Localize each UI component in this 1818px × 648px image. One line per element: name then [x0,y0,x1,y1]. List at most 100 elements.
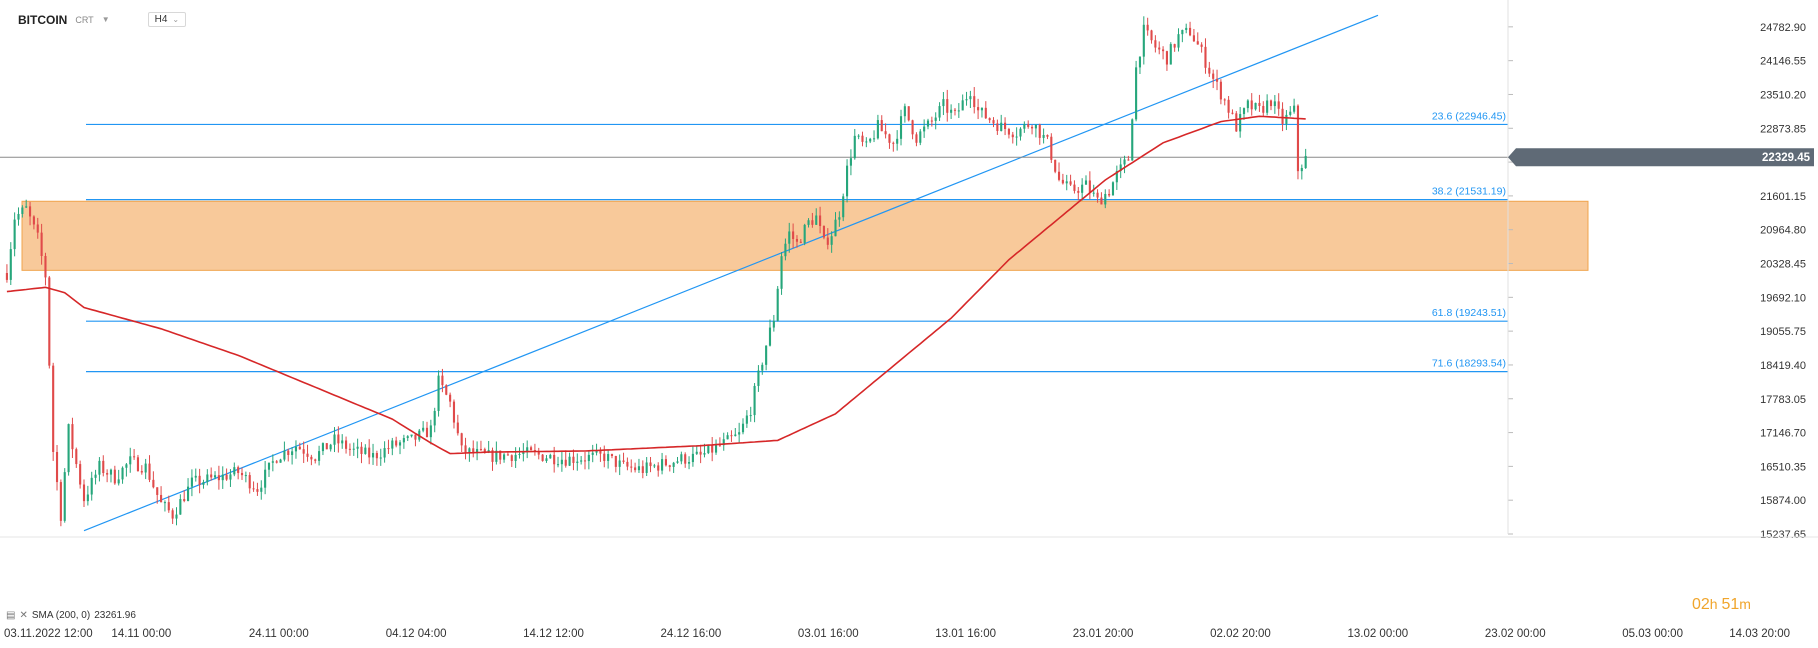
candle-body [553,454,556,465]
fib-label: 38.2 (21531.19) [1432,186,1506,198]
candle-body [1262,105,1265,113]
candle-body [1289,111,1292,115]
candle-body [59,482,62,521]
candle-body [714,444,718,453]
candle-body [1092,192,1095,194]
candle-body [217,475,220,481]
candle-body [1038,124,1041,138]
candle-body [830,236,833,245]
candle-body [661,459,664,471]
candle-body [599,450,602,454]
x-tick-label: 24.12 16:00 [661,628,722,640]
candle-body [86,494,89,502]
candle-body [175,514,178,519]
candle-body [429,425,432,438]
candle-body [1154,40,1157,48]
candle-body [903,106,906,117]
candle-body [248,475,251,489]
candle-body [1212,73,1215,79]
candle-body [410,434,413,437]
candle-body [668,465,671,467]
candle-body [483,449,486,453]
candle-body [938,106,941,118]
candle-body [1046,134,1049,137]
y-tick-label: 15237.65 [1760,529,1806,541]
candle-body [1104,193,1107,205]
countdown-minutes: 51 [1721,596,1740,613]
candle-body [595,450,598,453]
y-tick-label: 24146.55 [1760,56,1806,68]
candle-body [1084,180,1088,185]
candle-body [811,220,814,225]
candle-body [383,448,386,458]
candle-body [892,142,895,144]
candle-body [1196,41,1199,45]
candle-body [819,215,822,227]
candle-body [526,447,529,453]
timeframe-select[interactable]: H4 ⌄ [147,12,187,27]
settings-icon[interactable]: ▤ [6,610,16,621]
candle-body [950,109,953,113]
candle-body [52,365,55,452]
candle-body [414,434,417,440]
candle-body [1081,184,1084,193]
y-tick-label: 17146.70 [1760,428,1806,440]
candle-body [977,107,980,111]
candle-body [780,256,783,289]
candle-body [1258,102,1261,106]
candle-body [1231,112,1234,114]
y-tick-label: 20964.80 [1760,225,1806,237]
candle-body [506,454,509,456]
trendline[interactable] [83,14,1379,532]
candle-body [768,327,772,346]
candle-body [117,479,120,484]
candle-body [391,440,394,449]
countdown-minutes-unit: m [1739,596,1751,612]
candle-body [876,120,879,139]
candle-body [198,475,201,485]
candle-body [784,243,787,257]
candle-body [1296,105,1300,172]
candle-body [1119,164,1122,171]
candle-body [749,415,752,417]
candle-body [329,444,332,450]
chevron-down-icon[interactable]: ▼ [101,15,110,24]
candle-body [1023,124,1026,129]
candle-body [67,424,70,473]
candle-body [325,443,328,450]
candle-body [799,241,802,243]
symbol-label[interactable]: BITCOIN [18,12,68,27]
candle-body [144,463,147,473]
candle-body [79,464,82,485]
candle-body [1115,170,1118,183]
candle-body [1088,180,1091,193]
close-icon[interactable]: ✕ [19,610,28,621]
candle-body [1165,51,1168,65]
candle-body [915,134,918,143]
candle-body [722,439,725,446]
candle-body [452,401,456,423]
candle-body [371,453,375,458]
candle-body [822,226,826,238]
candle-body [622,460,625,462]
candle-body [618,460,621,467]
candle-body [190,477,193,487]
candle-body [1177,34,1180,48]
candle-body [745,415,748,424]
candle-body [849,158,852,166]
candle-body [476,448,479,454]
candle-body [318,451,321,461]
y-tick-label: 24782.90 [1760,22,1806,34]
candle-body [834,219,837,237]
candle-body [379,457,382,459]
candle-body [1300,167,1303,172]
candle-body [965,99,968,101]
chart-header: BITCOIN CRT ▼ H4 ⌄ [18,12,187,27]
candle-body [984,107,987,119]
candle-body [1223,99,1226,101]
candle-body [183,499,186,502]
candle-body [1138,56,1142,68]
candle-body [564,459,567,466]
candle-body [1204,46,1207,68]
